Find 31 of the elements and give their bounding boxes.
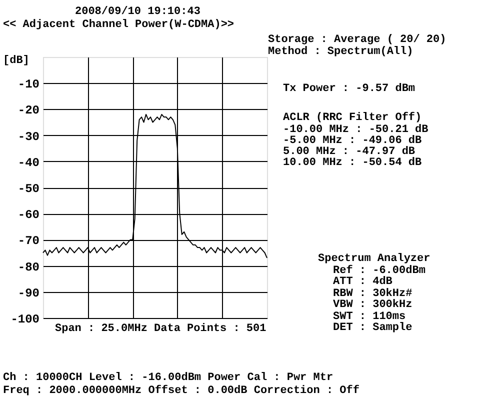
y-tick-label: -90 (18, 286, 40, 300)
text: Span : 25.0MHz Data Points : 501 (55, 323, 267, 335)
text: 5.00 MHz : -47.97 dB (283, 146, 416, 158)
y-tick-label: -10 (18, 78, 40, 92)
text: 10.00 MHz : -50.54 dB (283, 157, 422, 169)
text: Method : Spectrum(All) (268, 46, 414, 58)
text: Ch : 10000CH Level : -16.00dBm Power Cal : Pwr Mtr (3, 372, 334, 384)
y-axis-title: [dB] (3, 55, 30, 67)
text: VBW : 300kHz (333, 299, 412, 311)
text: Tx Power : -9.57 dBm (283, 83, 416, 95)
text: Spectrum Analyzer (318, 253, 430, 265)
text: DET : Sample (333, 322, 413, 334)
text: RBW : 30kHz# (333, 288, 413, 300)
y-tick-label: -20 (18, 104, 40, 118)
text: -10.00 MHz : -50.21 dB (283, 124, 429, 136)
y-tick-label: -80 (18, 260, 40, 274)
y-tick-label: -40 (18, 156, 40, 170)
chart-title: << Adjacent Channel Power(W-CDMA)>> (3, 19, 234, 31)
y-tick-label: -30 (18, 130, 40, 144)
text: -5.00 MHz : -49.06 dB (283, 135, 422, 147)
text: ACLR (RRC Filter Off) (283, 111, 422, 124)
text: Storage : Average ( 20/ 20) (268, 34, 446, 46)
text: SWT : 110ms (333, 311, 406, 323)
y-tick-label: -50 (18, 182, 40, 196)
y-tick-label: -100 (10, 312, 40, 326)
y-tick-label: -70 (18, 234, 40, 248)
y-tick-label: -60 (18, 208, 40, 222)
text: ATT : 4dB (333, 276, 393, 288)
text: Freq : 2000.000000MHz Offset : 0.00dB Correction : Off (3, 384, 360, 397)
text: Ref : -6.00dBm (333, 264, 426, 277)
text: 2008/09/10 19:10:43 (75, 6, 201, 18)
